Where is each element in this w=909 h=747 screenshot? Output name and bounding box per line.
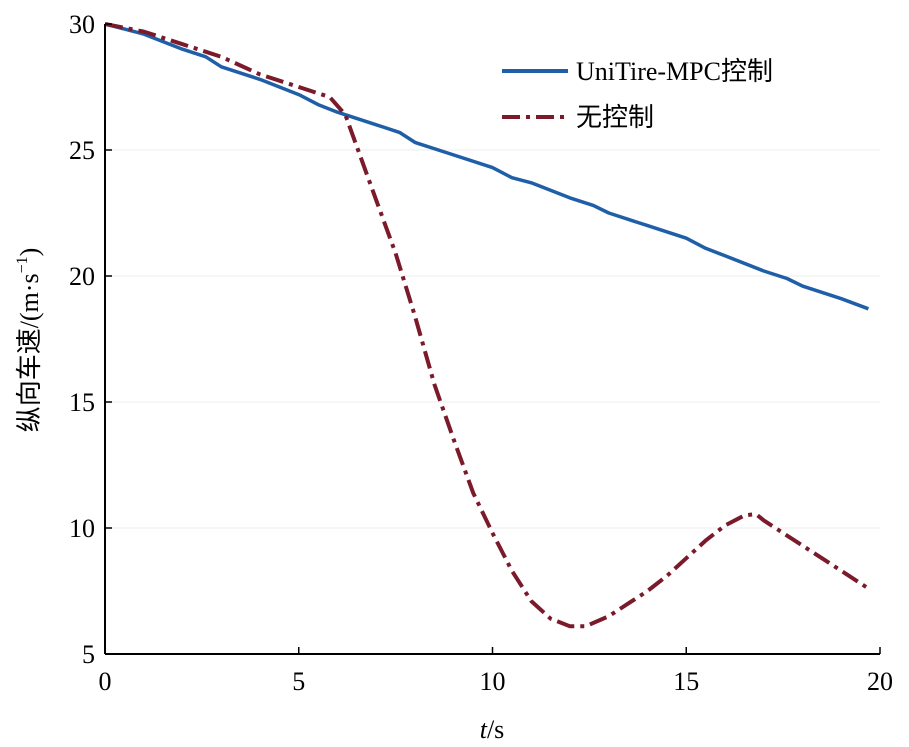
series-line-0 [104, 22, 870, 311]
axes-layer [104, 24, 880, 655]
grid-layer [105, 149, 880, 529]
y-axis-label-sup: −1 [14, 256, 31, 273]
y-tick-label-2: 15 [69, 388, 95, 417]
x-tick-label-1: 5 [292, 667, 305, 696]
x-tick-label-0: 0 [99, 667, 112, 696]
y-ticks: 5 10 15 20 25 30 [69, 10, 112, 669]
x-tick-label-2: 10 [480, 667, 506, 696]
y-axis-label-close: ) [15, 248, 44, 257]
y-tick-label-5: 30 [69, 10, 95, 39]
y-tick-label-4: 25 [69, 136, 95, 165]
x-tick-label-3: 15 [673, 667, 699, 696]
legend-label-no-control: 无控制 [576, 103, 654, 132]
x-axis-label-var: t [480, 715, 488, 744]
y-tick-label-1: 10 [69, 514, 95, 543]
y-axis-label-main: 纵向车速/(m·s [15, 273, 44, 432]
legend: UniTire-MPC控制 无控制 [502, 57, 773, 132]
y-axis-label: 纵向车速/(m·s−1) [14, 248, 44, 433]
x-tick-label-4: 20 [867, 667, 893, 696]
series-layer [104, 22, 870, 629]
y-tick-label-3: 20 [69, 262, 95, 291]
x-ticks: 0 5 10 15 20 [99, 647, 893, 696]
series-line-1 [104, 22, 870, 629]
y-tick-label-0: 5 [82, 640, 95, 669]
legend-label-unitire-mpc: UniTire-MPC控制 [576, 57, 773, 86]
x-axis-label: t/s [480, 715, 505, 744]
x-axis-label-unit: /s [487, 715, 504, 744]
